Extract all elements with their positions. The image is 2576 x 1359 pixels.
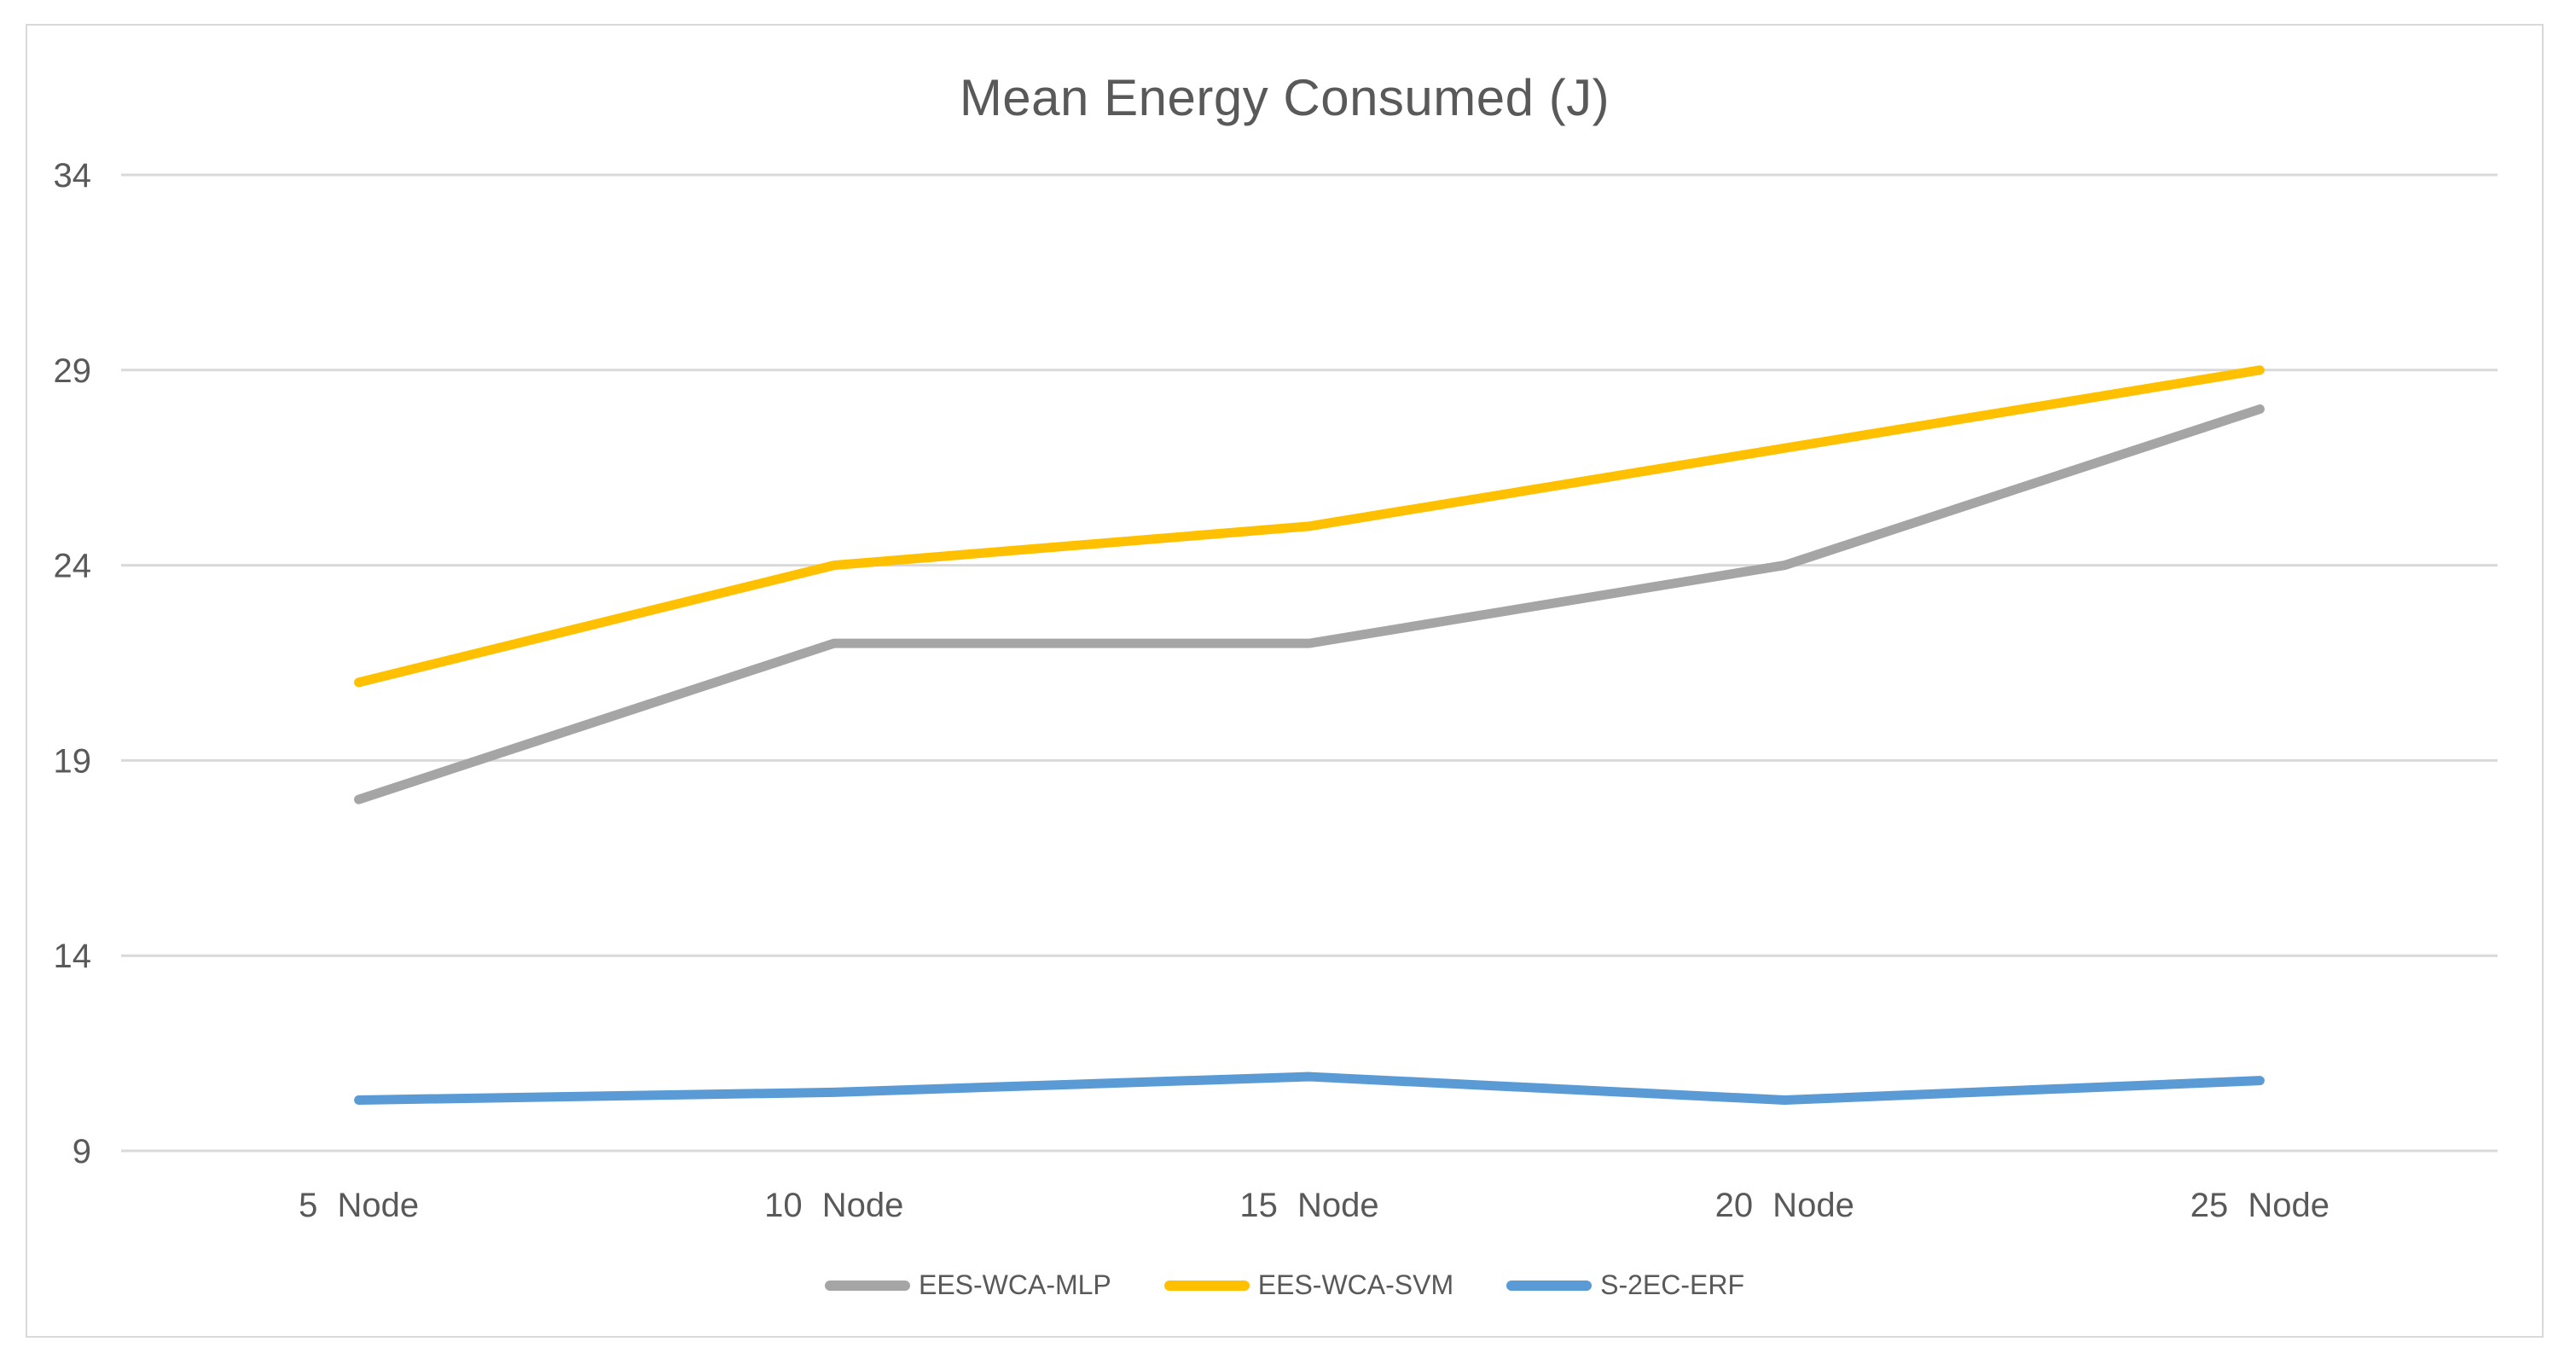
x-axis-label: 5 Node: [299, 1187, 419, 1224]
legend-item-ees-wca-svm: EES-WCA-SVM: [1163, 1269, 1454, 1301]
series-line-s-2ec-erf: [354, 1072, 2265, 1106]
x-axis-label: 10 Node: [764, 1187, 903, 1224]
y-axis-tick-label: 14: [54, 938, 92, 975]
legend-label: EES-WCA-MLP: [918, 1269, 1111, 1300]
series-line-ees-wca-svm: [354, 365, 2265, 688]
y-axis-tick-label: 34: [54, 157, 92, 195]
chart-title: Mean Energy Consumed (J): [959, 69, 1610, 126]
x-axis-label: 15 Node: [1239, 1187, 1378, 1224]
y-axis-tick-label: 24: [54, 548, 92, 585]
legend-marker-line-icon: [1506, 1280, 1593, 1291]
chart-frame: [26, 24, 2544, 1338]
x-axis-label: 20 Node: [1715, 1187, 1854, 1224]
series-line-ees-wca-mlp: [354, 404, 2265, 804]
legend-item-ees-wca-mlp: EES-WCA-MLP: [824, 1269, 1111, 1301]
y-axis-tick-label: 19: [54, 742, 92, 780]
y-axis-tick-label: 29: [54, 352, 92, 390]
legend-marker-line-icon: [1163, 1280, 1250, 1291]
legend-item-s-2ec-erf: S-2EC-ERF: [1506, 1269, 1744, 1301]
y-axis-tick-label: 9: [73, 1133, 91, 1170]
legend-marker-line-icon: [824, 1280, 910, 1291]
chart-legend: EES-WCA-MLP EES-WCA-SVM S-2EC-ERF: [27, 1269, 2542, 1301]
legend-label: S-2EC-ERF: [1600, 1269, 1745, 1300]
legend-label: EES-WCA-SVM: [1257, 1269, 1454, 1300]
x-axis-label: 25 Node: [2190, 1187, 2329, 1224]
